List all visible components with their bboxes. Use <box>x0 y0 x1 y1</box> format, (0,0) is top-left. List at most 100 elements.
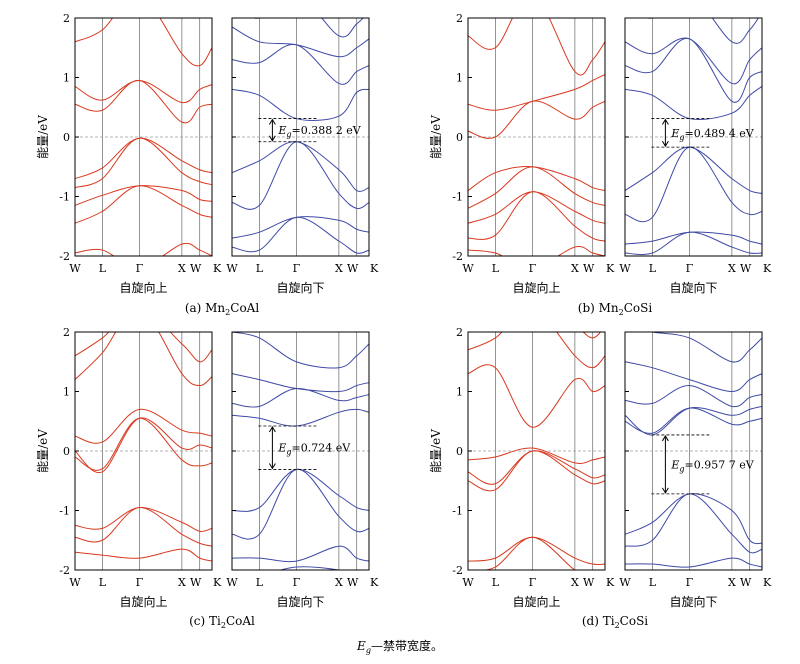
y-tick-label: 0 <box>456 131 463 144</box>
k-point-label: X <box>178 262 186 275</box>
caption-suffix: CoSi <box>620 614 649 628</box>
spin-down-band <box>232 374 369 392</box>
k-point-label: Γ <box>686 576 694 589</box>
k-point-label: K <box>370 576 379 589</box>
gap-value: =0.489 4 eV <box>685 127 755 140</box>
k-point-label: W <box>462 576 474 589</box>
caption-suffix: CoAl <box>230 301 259 315</box>
spin-up-label: 自旋向上 <box>512 280 560 295</box>
panel-caption: (d) Ti2CoSi <box>582 614 648 630</box>
footnote-text: —禁带宽度。 <box>371 638 443 653</box>
panel-caption: (b) Mn2CoSi <box>578 301 653 317</box>
spin-down-band <box>232 469 369 539</box>
caption-prefix: (d) Ti <box>582 614 615 628</box>
spin-up-band <box>75 138 212 179</box>
caption-prefix: (c) Ti <box>189 614 221 628</box>
spin-down-band <box>232 217 369 253</box>
spin-down-band <box>232 142 369 210</box>
spin-down-band <box>625 558 762 567</box>
k-point-label: Γ <box>529 262 537 275</box>
panel-caption: (c) Ti2CoAl <box>189 614 255 630</box>
spin-up-band <box>468 192 605 224</box>
figure-footnote: Eg—禁带宽度。 <box>356 638 443 655</box>
bands <box>75 308 212 561</box>
spin-down-band <box>625 408 762 433</box>
band-structure-figure: 能量/eV210-1-2W L Γ X W K自旋向上W L Γ X W K自旋向下Eg=0.388… <box>0 0 800 664</box>
gap-symbol: E <box>670 458 679 471</box>
y-tick-label: 1 <box>63 72 70 85</box>
gap-label: Eg=0.388 2 eV <box>277 124 361 139</box>
spin-down-band <box>625 232 762 244</box>
caption-prefix: (b) Mn <box>578 301 619 315</box>
spin-up-band <box>75 418 212 470</box>
spin-up-band <box>468 167 605 191</box>
spin-up-band <box>75 308 212 386</box>
gap-symbol: E <box>277 442 286 455</box>
y-tick-label: 1 <box>456 386 463 399</box>
y-axis-label: 能量/eV <box>429 115 443 159</box>
k-point-label: X <box>571 262 579 275</box>
spin-down-label: 自旋向下 <box>276 594 324 609</box>
k-point-label: X <box>335 262 343 275</box>
k-point-label: X <box>335 576 343 589</box>
y-tick-label: 0 <box>63 445 70 458</box>
k-point-label: X <box>571 576 579 589</box>
spin-up-subplot: W L Γ X W K自旋向上 <box>462 0 615 295</box>
y-tick-label: 2 <box>63 326 70 339</box>
bands <box>232 332 369 582</box>
spin-down-label: 自旋向下 <box>276 280 324 295</box>
spin-down-band <box>232 44 369 84</box>
spin-down-band <box>232 27 369 57</box>
spin-down-band <box>625 147 762 193</box>
spin-down-band <box>625 326 762 362</box>
k-point-label: W <box>190 576 202 589</box>
y-tick-label: 0 <box>63 131 70 144</box>
gap-label: Eg=0.724 eV <box>277 442 351 457</box>
spin-up-band <box>75 507 212 531</box>
spin-down-band <box>625 232 762 254</box>
k-point-label: W <box>226 576 238 589</box>
gap-symbol: E <box>277 124 286 137</box>
spin-up-band <box>75 186 212 206</box>
gap-value: =0.957 7 eV <box>685 458 755 471</box>
k-point-label: W <box>740 262 752 275</box>
caption-prefix: (a) Mn <box>185 301 226 315</box>
spin-down-band <box>625 38 762 84</box>
y-axis-label: 能量/eV <box>36 115 50 159</box>
gap-symbol: E <box>670 127 679 140</box>
k-point-label: K <box>606 576 615 589</box>
spin-up-band <box>75 418 212 473</box>
y-tick-label: 2 <box>63 12 70 25</box>
k-point-label: W <box>619 576 631 589</box>
spin-up-label: 自旋向上 <box>119 594 167 609</box>
k-point-label: L <box>492 262 500 275</box>
spin-up-band <box>468 537 605 564</box>
spin-down-band <box>625 406 762 435</box>
spin-up-band <box>75 80 212 102</box>
spin-up-band <box>468 451 605 491</box>
bands <box>75 0 212 268</box>
bands <box>468 302 605 576</box>
k-point-label: L <box>256 576 264 589</box>
panel-caption: (a) Mn2CoAl <box>185 301 260 317</box>
spin-down-label: 自旋向下 <box>669 594 717 609</box>
spin-down-band <box>232 469 369 511</box>
k-point-label: W <box>462 262 474 275</box>
k-point-label: W <box>69 262 81 275</box>
k-point-label: L <box>99 262 107 275</box>
k-point-label: W <box>190 262 202 275</box>
k-point-label: K <box>213 262 222 275</box>
k-point-label: Γ <box>529 576 537 589</box>
k-point-label: L <box>99 576 107 589</box>
spin-down-band <box>232 217 369 238</box>
y-tick-label: -1 <box>452 191 463 204</box>
k-point-label: K <box>370 262 379 275</box>
y-tick-label: -1 <box>452 505 463 518</box>
y-tick-label: 1 <box>456 72 463 85</box>
footnote-symbol: E <box>356 639 366 653</box>
k-point-label: Γ <box>293 576 301 589</box>
k-point-label: K <box>213 576 222 589</box>
